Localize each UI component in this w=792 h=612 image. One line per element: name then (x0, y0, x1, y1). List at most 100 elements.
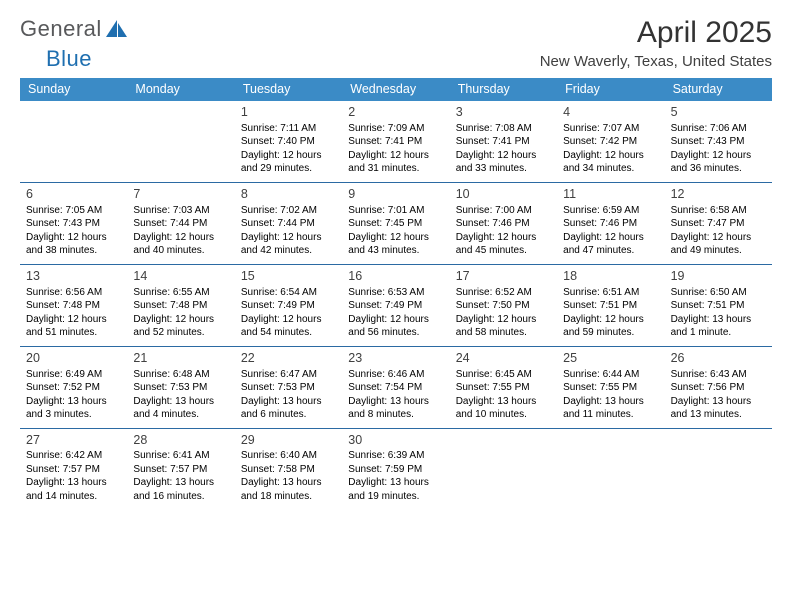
sunrise-text: Sunrise: 6:48 AM (133, 368, 228, 382)
daylight-text: Daylight: 12 hours (241, 149, 336, 163)
logo-line2: Blue (20, 46, 140, 72)
daylight-text: Daylight: 13 hours (133, 395, 228, 409)
day-cell: 6Sunrise: 7:05 AMSunset: 7:43 PMDaylight… (20, 183, 127, 264)
day-cell: 15Sunrise: 6:54 AMSunset: 7:49 PMDayligh… (235, 265, 342, 346)
daylight-text: and 16 minutes. (133, 490, 228, 504)
day-number: 4 (563, 104, 658, 121)
day-number: 7 (133, 186, 228, 203)
sunset-text: Sunset: 7:57 PM (26, 463, 121, 477)
logo-text-2: Blue (46, 46, 92, 72)
sunrise-text: Sunrise: 7:08 AM (456, 122, 551, 136)
empty-cell (665, 429, 772, 510)
day-cell: 26Sunrise: 6:43 AMSunset: 7:56 PMDayligh… (665, 347, 772, 428)
calendar: Sunday Monday Tuesday Wednesday Thursday… (20, 78, 772, 509)
sunrise-text: Sunrise: 6:41 AM (133, 449, 228, 463)
sunset-text: Sunset: 7:52 PM (26, 381, 121, 395)
daylight-text: Daylight: 13 hours (348, 395, 443, 409)
day-cell: 28Sunrise: 6:41 AMSunset: 7:57 PMDayligh… (127, 429, 234, 510)
daylight-text: and 49 minutes. (671, 244, 766, 258)
day-cell: 22Sunrise: 6:47 AMSunset: 7:53 PMDayligh… (235, 347, 342, 428)
sunrise-text: Sunrise: 6:54 AM (241, 286, 336, 300)
sunset-text: Sunset: 7:44 PM (241, 217, 336, 231)
logo-sail-icon (106, 20, 128, 38)
day-cell: 30Sunrise: 6:39 AMSunset: 7:59 PMDayligh… (342, 429, 449, 510)
day-cell: 20Sunrise: 6:49 AMSunset: 7:52 PMDayligh… (20, 347, 127, 428)
sunrise-text: Sunrise: 7:06 AM (671, 122, 766, 136)
daylight-text: and 52 minutes. (133, 326, 228, 340)
daylight-text: and 10 minutes. (456, 408, 551, 422)
day-cell: 13Sunrise: 6:56 AMSunset: 7:48 PMDayligh… (20, 265, 127, 346)
empty-cell (557, 429, 664, 510)
day-cell: 27Sunrise: 6:42 AMSunset: 7:57 PMDayligh… (20, 429, 127, 510)
day-cell: 4Sunrise: 7:07 AMSunset: 7:42 PMDaylight… (557, 101, 664, 182)
daylight-text: and 42 minutes. (241, 244, 336, 258)
sunset-text: Sunset: 7:48 PM (133, 299, 228, 313)
sunrise-text: Sunrise: 6:55 AM (133, 286, 228, 300)
daylight-text: Daylight: 12 hours (456, 313, 551, 327)
day-number: 10 (456, 186, 551, 203)
daylight-text: Daylight: 12 hours (348, 231, 443, 245)
day-number: 13 (26, 268, 121, 285)
dow-header: Sunday Monday Tuesday Wednesday Thursday… (20, 78, 772, 101)
sunrise-text: Sunrise: 6:44 AM (563, 368, 658, 382)
day-number: 27 (26, 432, 121, 449)
sunset-text: Sunset: 7:43 PM (671, 135, 766, 149)
day-number: 1 (241, 104, 336, 121)
sunset-text: Sunset: 7:46 PM (563, 217, 658, 231)
sunset-text: Sunset: 7:41 PM (456, 135, 551, 149)
daylight-text: and 43 minutes. (348, 244, 443, 258)
daylight-text: and 31 minutes. (348, 162, 443, 176)
dow-sunday: Sunday (20, 78, 127, 101)
daylight-text: and 1 minute. (671, 326, 766, 340)
week-row: 6Sunrise: 7:05 AMSunset: 7:43 PMDaylight… (20, 183, 772, 265)
day-number: 30 (348, 432, 443, 449)
day-cell: 1Sunrise: 7:11 AMSunset: 7:40 PMDaylight… (235, 101, 342, 182)
day-cell: 12Sunrise: 6:58 AMSunset: 7:47 PMDayligh… (665, 183, 772, 264)
day-number: 24 (456, 350, 551, 367)
daylight-text: Daylight: 13 hours (671, 395, 766, 409)
daylight-text: and 18 minutes. (241, 490, 336, 504)
daylight-text: Daylight: 12 hours (348, 149, 443, 163)
sunrise-text: Sunrise: 6:45 AM (456, 368, 551, 382)
sunset-text: Sunset: 7:50 PM (456, 299, 551, 313)
daylight-text: and 34 minutes. (563, 162, 658, 176)
daylight-text: and 3 minutes. (26, 408, 121, 422)
sunrise-text: Sunrise: 6:42 AM (26, 449, 121, 463)
day-cell: 16Sunrise: 6:53 AMSunset: 7:49 PMDayligh… (342, 265, 449, 346)
sunrise-text: Sunrise: 7:02 AM (241, 204, 336, 218)
sunrise-text: Sunrise: 7:01 AM (348, 204, 443, 218)
daylight-text: Daylight: 12 hours (133, 231, 228, 245)
daylight-text: Daylight: 12 hours (563, 313, 658, 327)
daylight-text: Daylight: 13 hours (26, 476, 121, 490)
day-number: 23 (348, 350, 443, 367)
daylight-text: Daylight: 13 hours (456, 395, 551, 409)
month-title: April 2025 (540, 16, 772, 49)
dow-thursday: Thursday (450, 78, 557, 101)
daylight-text: Daylight: 12 hours (563, 231, 658, 245)
day-number: 17 (456, 268, 551, 285)
sunrise-text: Sunrise: 6:56 AM (26, 286, 121, 300)
daylight-text: and 40 minutes. (133, 244, 228, 258)
day-number: 25 (563, 350, 658, 367)
sunrise-text: Sunrise: 6:46 AM (348, 368, 443, 382)
sunset-text: Sunset: 7:47 PM (671, 217, 766, 231)
sunset-text: Sunset: 7:44 PM (133, 217, 228, 231)
sunset-text: Sunset: 7:49 PM (241, 299, 336, 313)
sunset-text: Sunset: 7:40 PM (241, 135, 336, 149)
sunset-text: Sunset: 7:48 PM (26, 299, 121, 313)
daylight-text: Daylight: 13 hours (26, 395, 121, 409)
daylight-text: Daylight: 13 hours (241, 476, 336, 490)
day-cell: 21Sunrise: 6:48 AMSunset: 7:53 PMDayligh… (127, 347, 234, 428)
sunset-text: Sunset: 7:46 PM (456, 217, 551, 231)
daylight-text: Daylight: 12 hours (241, 231, 336, 245)
dow-tuesday: Tuesday (235, 78, 342, 101)
day-cell: 24Sunrise: 6:45 AMSunset: 7:55 PMDayligh… (450, 347, 557, 428)
logo-text-1: General (20, 16, 102, 42)
sunrise-text: Sunrise: 6:40 AM (241, 449, 336, 463)
day-number: 22 (241, 350, 336, 367)
daylight-text: and 13 minutes. (671, 408, 766, 422)
daylight-text: and 58 minutes. (456, 326, 551, 340)
sunrise-text: Sunrise: 7:11 AM (241, 122, 336, 136)
daylight-text: and 56 minutes. (348, 326, 443, 340)
sunset-text: Sunset: 7:51 PM (563, 299, 658, 313)
